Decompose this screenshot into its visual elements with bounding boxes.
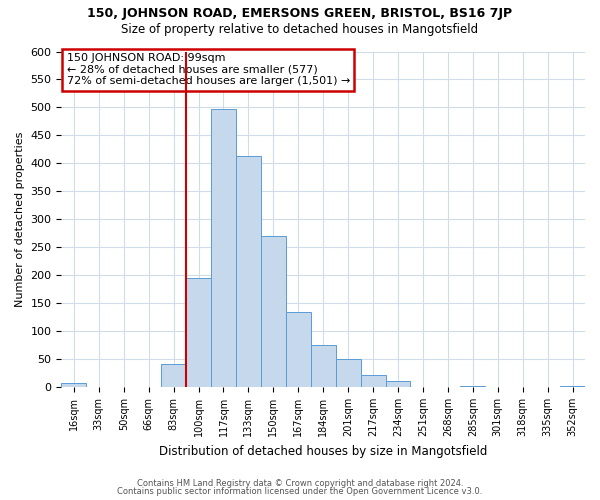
Text: Contains HM Land Registry data © Crown copyright and database right 2024.: Contains HM Land Registry data © Crown c… bbox=[137, 478, 463, 488]
Bar bbox=[386, 382, 410, 387]
Bar bbox=[261, 236, 286, 387]
X-axis label: Distribution of detached houses by size in Mangotsfield: Distribution of detached houses by size … bbox=[159, 444, 487, 458]
Bar bbox=[460, 386, 485, 387]
Bar bbox=[211, 109, 236, 387]
Bar bbox=[361, 375, 386, 387]
Bar bbox=[335, 359, 361, 387]
Bar bbox=[236, 156, 261, 387]
Text: Size of property relative to detached houses in Mangotsfield: Size of property relative to detached ho… bbox=[121, 22, 479, 36]
Text: Contains public sector information licensed under the Open Government Licence v3: Contains public sector information licen… bbox=[118, 487, 482, 496]
Bar bbox=[286, 312, 311, 387]
Y-axis label: Number of detached properties: Number of detached properties bbox=[15, 132, 25, 307]
Text: 150 JOHNSON ROAD: 99sqm
← 28% of detached houses are smaller (577)
72% of semi-d: 150 JOHNSON ROAD: 99sqm ← 28% of detache… bbox=[67, 53, 350, 86]
Bar bbox=[61, 382, 86, 387]
Bar bbox=[161, 364, 186, 387]
Bar bbox=[311, 345, 335, 387]
Bar bbox=[186, 278, 211, 387]
Text: 150, JOHNSON ROAD, EMERSONS GREEN, BRISTOL, BS16 7JP: 150, JOHNSON ROAD, EMERSONS GREEN, BRIST… bbox=[88, 8, 512, 20]
Bar bbox=[560, 386, 585, 387]
